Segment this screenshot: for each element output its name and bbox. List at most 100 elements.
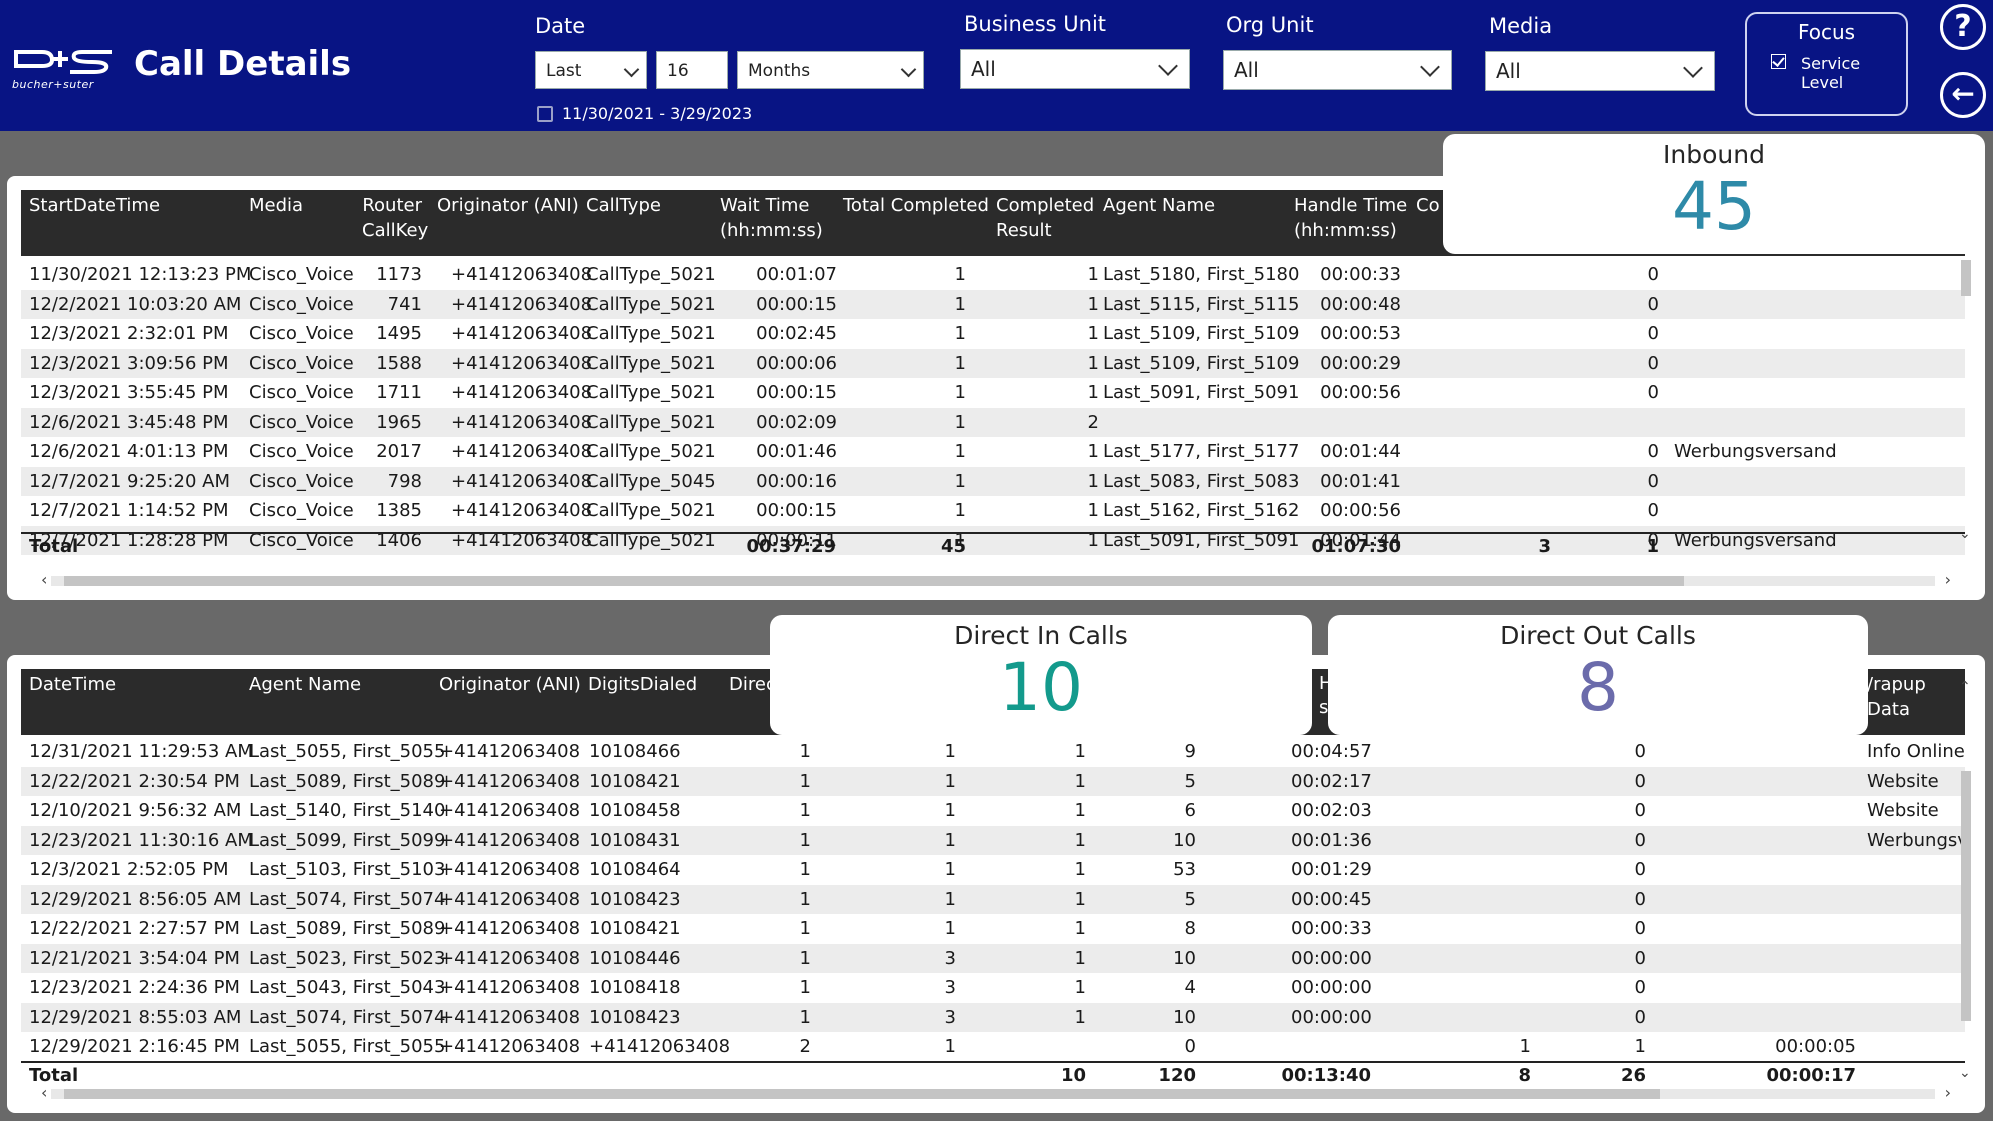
table-cell: 0 [1647,293,1659,315]
service-level-label[interactable]: Service Level [1801,54,1861,92]
table-row[interactable]: 12/29/2021 8:56:05 AM Last_5074, First_50… [21,884,1965,914]
help-icon[interactable]: ? [1940,4,1986,50]
table-row[interactable]: 12/7/2021 1:14:52 PM Cisco_Voice 1385 +4141… [21,496,1965,526]
table-cell: +41412063408 [451,293,593,315]
date-unit-select[interactable]: Months [737,51,924,89]
table-cell: 00:01:29 [1291,859,1372,880]
table-cell: 12/29/2021 2:16:45 PM [29,1036,240,1057]
business-unit-select[interactable]: All [960,49,1190,89]
table-cell: 1 [799,741,811,762]
col-total-completed[interactable]: Total Completed [843,195,989,216]
vertical-scrollbar[interactable]: ⌄ [1959,256,1973,546]
col-wrapup-data[interactable]: /rapup Data [1867,674,1926,720]
col-direction[interactable]: Direc [729,674,776,695]
vertical-scrollbar[interactable]: ⌃ ⌄ [1959,679,1973,1089]
table-cell: 00:00:11 [756,529,837,551]
table-cell: 0 [1647,264,1659,285]
scroll-left-icon[interactable]: ‹ [41,1083,48,1102]
table-row[interactable]: 11/30/2021 12:13:23 PM Cisco_Voice 1173 +41… [21,260,1965,290]
col-agent-name[interactable]: Agent Name [1103,195,1216,216]
date-count-input[interactable]: 16 [656,51,728,89]
table-row[interactable]: 12/10/2021 9:56:32 AM Last_5140, First_51… [21,796,1965,826]
scroll-thumb[interactable] [1961,771,1971,1021]
table-cell: 1 [799,770,811,792]
total-label: Total [29,536,79,557]
table-row[interactable]: 12/6/2021 4:01:13 PM Cisco_Voice 2017 +4141… [21,437,1965,467]
table-cell: 00:04:57 [1291,741,1372,762]
table-row[interactable]: 12/7/2021 1:28:28 PM Cisco_Voice 1406 +4141… [21,525,1965,555]
table-cell: 1406 [376,529,422,551]
back-arrow-icon[interactable]: ← [1940,72,1986,118]
scroll-down-icon[interactable]: ⌄ [1959,526,1971,542]
table-cell: 12/3/2021 2:32:01 PM [29,323,229,344]
table-row[interactable]: 12/3/2021 2:52:05 PM Last_5103, First_510… [21,855,1965,885]
table-row[interactable]: 12/22/2021 2:30:54 PM Last_5089, First_50… [21,766,1965,796]
table-row[interactable]: 12/6/2021 3:45:48 PM Cisco_Voice 1965 +4141… [21,407,1965,437]
table-cell: +41412063408 [439,829,581,851]
table-cell: Last_5177, First_5177 [1103,441,1300,462]
org-unit-select[interactable]: All [1223,50,1452,90]
horizontal-scrollbar[interactable]: ‹ › [21,570,1965,590]
table-cell: 5 [1184,888,1196,910]
table-cell: Last_5109, First_5109 [1103,352,1300,374]
kpi-title: Inbound [1663,140,1765,169]
table-row[interactable]: 12/3/2021 2:32:01 PM Cisco_Voice 1495 +4141… [21,319,1965,349]
col-handle-time[interactable]: Handle Time (hh:mm:ss) [1294,195,1408,241]
col-digitsdialed[interactable]: DigitsDialed [588,674,698,695]
table-row[interactable]: 12/2/2021 10:03:20 AM Cisco_Voice 741 +4141… [21,289,1965,319]
table-cell: 1 [799,1006,811,1028]
table-cell: 1 [799,829,811,851]
table-cell: 1 [1074,770,1086,792]
col-router-callkey[interactable]: Router CallKey [362,195,429,241]
table-row[interactable]: 12/3/2021 3:09:56 PM Cisco_Voice 1588 +4141… [21,348,1965,378]
scroll-up-icon[interactable]: ⌃ [1959,679,1971,695]
table-row[interactable]: 12/31/2021 11:29:53 AM Last_5055, First_5… [21,737,1965,767]
col-originator[interactable]: Originator (ANI) [437,195,579,216]
col-completed-result[interactable]: Completed Result [996,195,1095,241]
col-startdatetime[interactable]: StartDateTime [29,195,161,216]
table-cell: 12/7/2021 1:14:52 PM [29,500,229,521]
table-cell: 12/22/2021 2:30:54 PM [29,770,240,792]
table-cell: 12/6/2021 3:45:48 PM [29,411,229,433]
scroll-right-icon[interactable]: › [1944,570,1951,589]
scroll-down-icon[interactable]: ⌄ [1959,1065,1971,1081]
table-row[interactable]: 12/29/2021 2:16:45 PM Last_5055, First_50… [21,1032,1965,1062]
col-media[interactable]: Media [249,195,304,216]
table-cell: 0 [1647,323,1659,344]
table-cell: 10 [1173,947,1196,969]
table-cell: 10 [1173,829,1196,851]
scroll-left-icon[interactable]: ‹ [41,570,48,589]
col-co[interactable]: Co [1416,195,1440,216]
scroll-thumb[interactable] [1961,260,1971,296]
table-row[interactable]: 12/22/2021 2:27:57 PM Last_5089, First_50… [21,914,1965,944]
table-row[interactable]: 12/23/2021 11:30:16 AM Last_5099, First_5… [21,825,1965,855]
table-cell: 2017 [376,441,422,462]
scroll-right-icon[interactable]: › [1944,1083,1951,1102]
table-cell: 1 [944,888,956,910]
table-cell: 1 [1087,293,1099,315]
media-select[interactable]: All [1485,51,1715,91]
service-level-checkbox[interactable] [1771,54,1786,69]
horizontal-scrollbar[interactable]: ‹ › [21,1083,1965,1103]
total-row: Total 10 120 00:13:40 8 26 00:00:17 [21,1061,1965,1089]
col-wait-time[interactable]: Wait Time (hh:mm:ss) [720,195,823,241]
col-datetime[interactable]: DateTime [29,674,117,695]
scroll-thumb[interactable] [64,1089,1660,1099]
col-agent-name[interactable]: Agent Name [249,674,362,695]
focus-panel: Focus Service Level [1745,12,1908,116]
table-cell: 00:00:16 [756,470,837,492]
date-period-select[interactable]: Last [535,51,647,89]
table-cell: 12/3/2021 3:55:45 PM [29,382,229,403]
table-cell: 00:01:36 [1291,829,1372,851]
table-row[interactable]: 12/3/2021 3:55:45 PM Cisco_Voice 1711 +4141… [21,378,1965,408]
table-row[interactable]: 12/7/2021 9:25:20 AM Cisco_Voice 798 +41412… [21,466,1965,496]
col-originator[interactable]: Originator (ANI) [439,674,581,695]
table-cell: Last_5115, First_5115 [1103,293,1300,315]
scroll-thumb[interactable] [64,576,1684,586]
table-row[interactable]: 12/21/2021 3:54:04 PM Last_5023, First_50… [21,943,1965,973]
col-calltype[interactable]: CallType [586,195,661,216]
table-row[interactable]: 12/29/2021 8:55:03 AM Last_5074, First_50… [21,1002,1965,1032]
table-row[interactable]: 12/23/2021 2:24:36 PM Last_5043, First_50… [21,973,1965,1003]
table-cell: 00:00:00 [1291,977,1372,998]
table-cell: +41412063408 [439,888,581,910]
